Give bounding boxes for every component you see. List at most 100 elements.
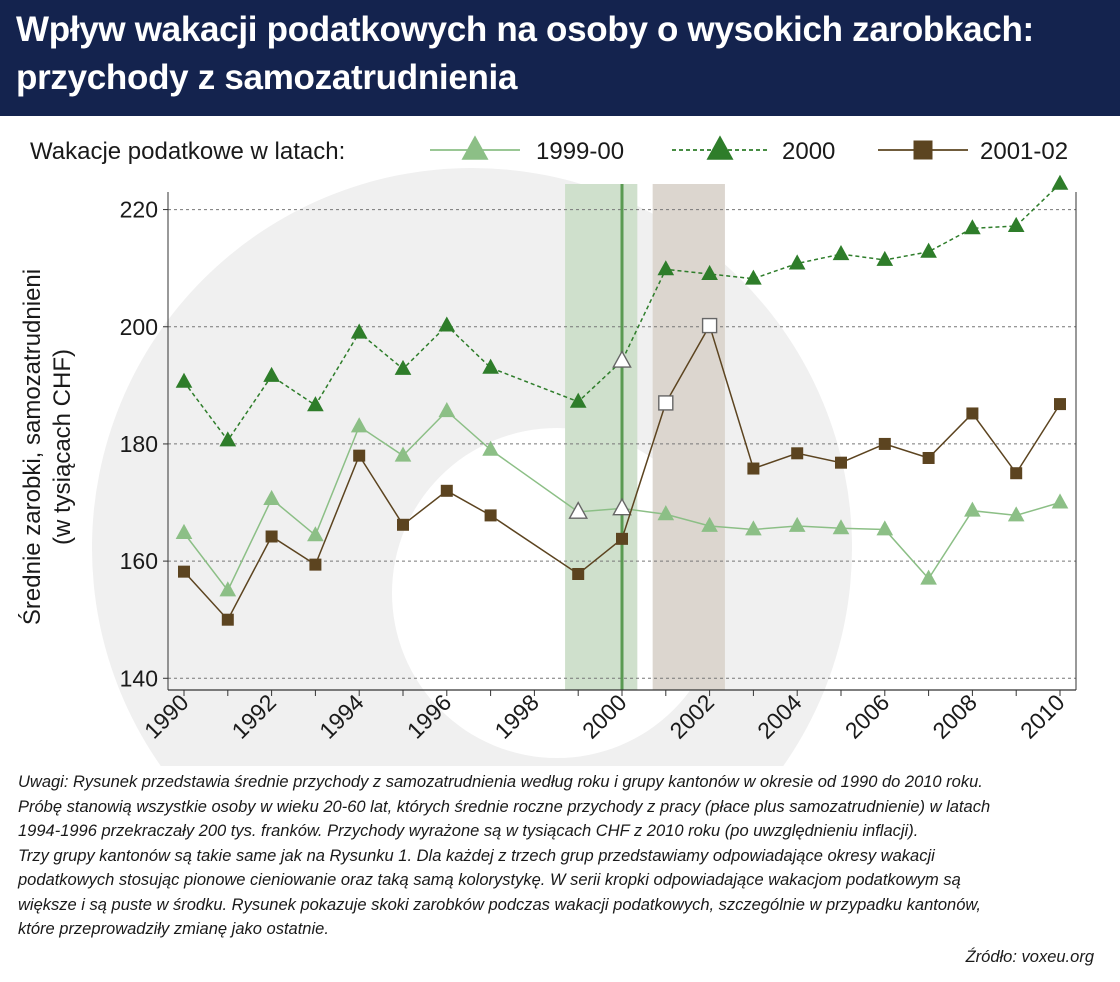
line-chart: 140 160 180 200 220 1990 1992 1994 1996 1998 2000 2… — [18, 135, 1077, 744]
data-point-1 — [1051, 174, 1069, 190]
data-point-2 — [791, 447, 804, 460]
data-point-2 — [966, 407, 979, 420]
data-point-0 — [657, 505, 675, 521]
data-point-0 — [263, 489, 280, 505]
source-credit: Źródło: voxeu.org — [965, 948, 1094, 966]
y-tick-label: 220 — [120, 197, 158, 223]
note-line: większe i są puste w środku. Rysunek pok… — [18, 895, 981, 914]
data-point-2 — [221, 613, 234, 626]
data-point-1 — [307, 396, 324, 412]
data-point-2 — [397, 518, 409, 531]
data-point-2 — [616, 532, 628, 545]
data-point-1 — [263, 366, 280, 382]
data-point-1 — [482, 358, 499, 374]
data-point-0 — [394, 446, 412, 462]
series-line-0 — [183, 410, 1061, 592]
data-point-0 — [964, 501, 981, 517]
x-tick-label: 1994 — [314, 689, 369, 744]
shaded-period — [652, 184, 725, 690]
legend-title: Wakacje podatkowe w latach: — [30, 138, 345, 165]
data-point-0 — [1007, 506, 1025, 522]
y-axis-title-line: (w tysiącach CHF) — [49, 349, 76, 545]
x-tick-label: 2008 — [927, 689, 982, 744]
y-tick-label: 180 — [120, 431, 158, 457]
data-point-2 — [835, 456, 847, 469]
data-point-1 — [219, 431, 237, 447]
data-point-0 — [920, 569, 937, 585]
data-point-0 — [568, 501, 589, 519]
x-tick-label: 1992 — [227, 689, 282, 744]
data-point-1 — [657, 260, 675, 276]
note-line: Uwagi: Rysunek przedstawia średnie przyc… — [18, 773, 983, 791]
data-point-0 — [701, 516, 718, 532]
data-point-1 — [612, 349, 632, 368]
data-point-1 — [701, 264, 718, 280]
data-point-0 — [745, 520, 762, 536]
chart-area: 140 160 180 200 220 1990 1992 1994 1996 1998 2000 2… — [0, 116, 1120, 766]
note-line: podatkowych stosując pionowe cieniowanie… — [18, 871, 961, 889]
data-point-2 — [747, 462, 760, 475]
data-point-1 — [964, 219, 981, 235]
data-point-2 — [484, 509, 497, 522]
note-line: 1994-1996 przekraczały 200 tys. franków.… — [18, 822, 919, 840]
data-point-2 — [658, 395, 674, 411]
y-tick-label: 200 — [120, 314, 158, 340]
title-bar: Wpływ wakacji podatkowych na osoby o wys… — [0, 0, 1120, 116]
x-tick-label: 2000 — [577, 689, 632, 744]
data-point-1 — [745, 269, 762, 285]
y-axis-title: Średnie zarobki, samozatrudnieni (w tysią… — [18, 269, 76, 625]
data-point-0 — [788, 516, 806, 532]
data-point-1 — [876, 250, 894, 266]
data-point-2 — [1010, 467, 1023, 480]
data-point-0 — [1051, 493, 1069, 509]
chart-notes: Uwagi: Rysunek przedstawia średnie przyc… — [18, 770, 1108, 942]
note-line: Trzy grupy kantonów są takie same jak na… — [18, 846, 935, 865]
legend-label-1: 2000 — [782, 138, 835, 165]
series-line-2 — [183, 323, 1061, 621]
data-point-1 — [920, 242, 937, 258]
x-tick-label: 2006 — [840, 689, 895, 744]
x-tick-label: 1996 — [402, 689, 457, 744]
x-tick-label: 2010 — [1015, 689, 1070, 744]
x-tick-label: 1990 — [139, 689, 194, 744]
data-point-1 — [1007, 216, 1025, 232]
data-point-2 — [701, 317, 718, 334]
data-point-2 — [922, 451, 935, 464]
data-point-0 — [175, 523, 193, 539]
data-point-0 — [832, 519, 850, 535]
legend-label-2: 2001-02 — [980, 138, 1068, 165]
data-point-0 — [876, 520, 894, 536]
data-point-1 — [394, 359, 412, 375]
x-tick-label: 2002 — [665, 689, 720, 744]
y-axis-title-line: Średnie zarobki, samozatrudnieni — [18, 269, 46, 625]
legend-marker-0 — [461, 135, 489, 160]
data-point-1 — [832, 245, 850, 261]
data-point-1 — [350, 323, 368, 339]
data-point-2 — [353, 449, 366, 462]
x-tick-label: 2004 — [752, 689, 807, 744]
y-tick-label: 140 — [120, 665, 158, 691]
data-point-2 — [440, 484, 453, 497]
note-line: które przeprowadziły zmianę jako ostatni… — [18, 920, 329, 938]
y-tick-label: 160 — [120, 548, 158, 574]
data-point-0 — [482, 440, 499, 456]
legend-marker-2 — [913, 140, 933, 160]
data-point-0 — [438, 402, 456, 418]
series-line-1 — [183, 183, 1061, 442]
data-point-2 — [178, 565, 190, 578]
data-point-2 — [309, 558, 322, 571]
note-line: Próbę stanowią wszystkie osoby w wieku 2… — [18, 797, 991, 816]
data-point-1 — [438, 316, 456, 332]
data-point-2 — [265, 530, 278, 543]
shaded-period — [565, 184, 638, 690]
data-point-0 — [612, 497, 632, 516]
chart-title-line-2: przychody z samozatrudnienia — [16, 58, 518, 97]
legend-label-0: 1999-00 — [536, 138, 624, 165]
data-point-0 — [219, 581, 237, 597]
data-point-1 — [175, 372, 193, 388]
data-point-2 — [572, 567, 585, 580]
data-point-1 — [788, 254, 806, 270]
data-point-2 — [1054, 398, 1066, 411]
data-point-2 — [878, 437, 891, 450]
legend-marker-1 — [706, 135, 734, 160]
